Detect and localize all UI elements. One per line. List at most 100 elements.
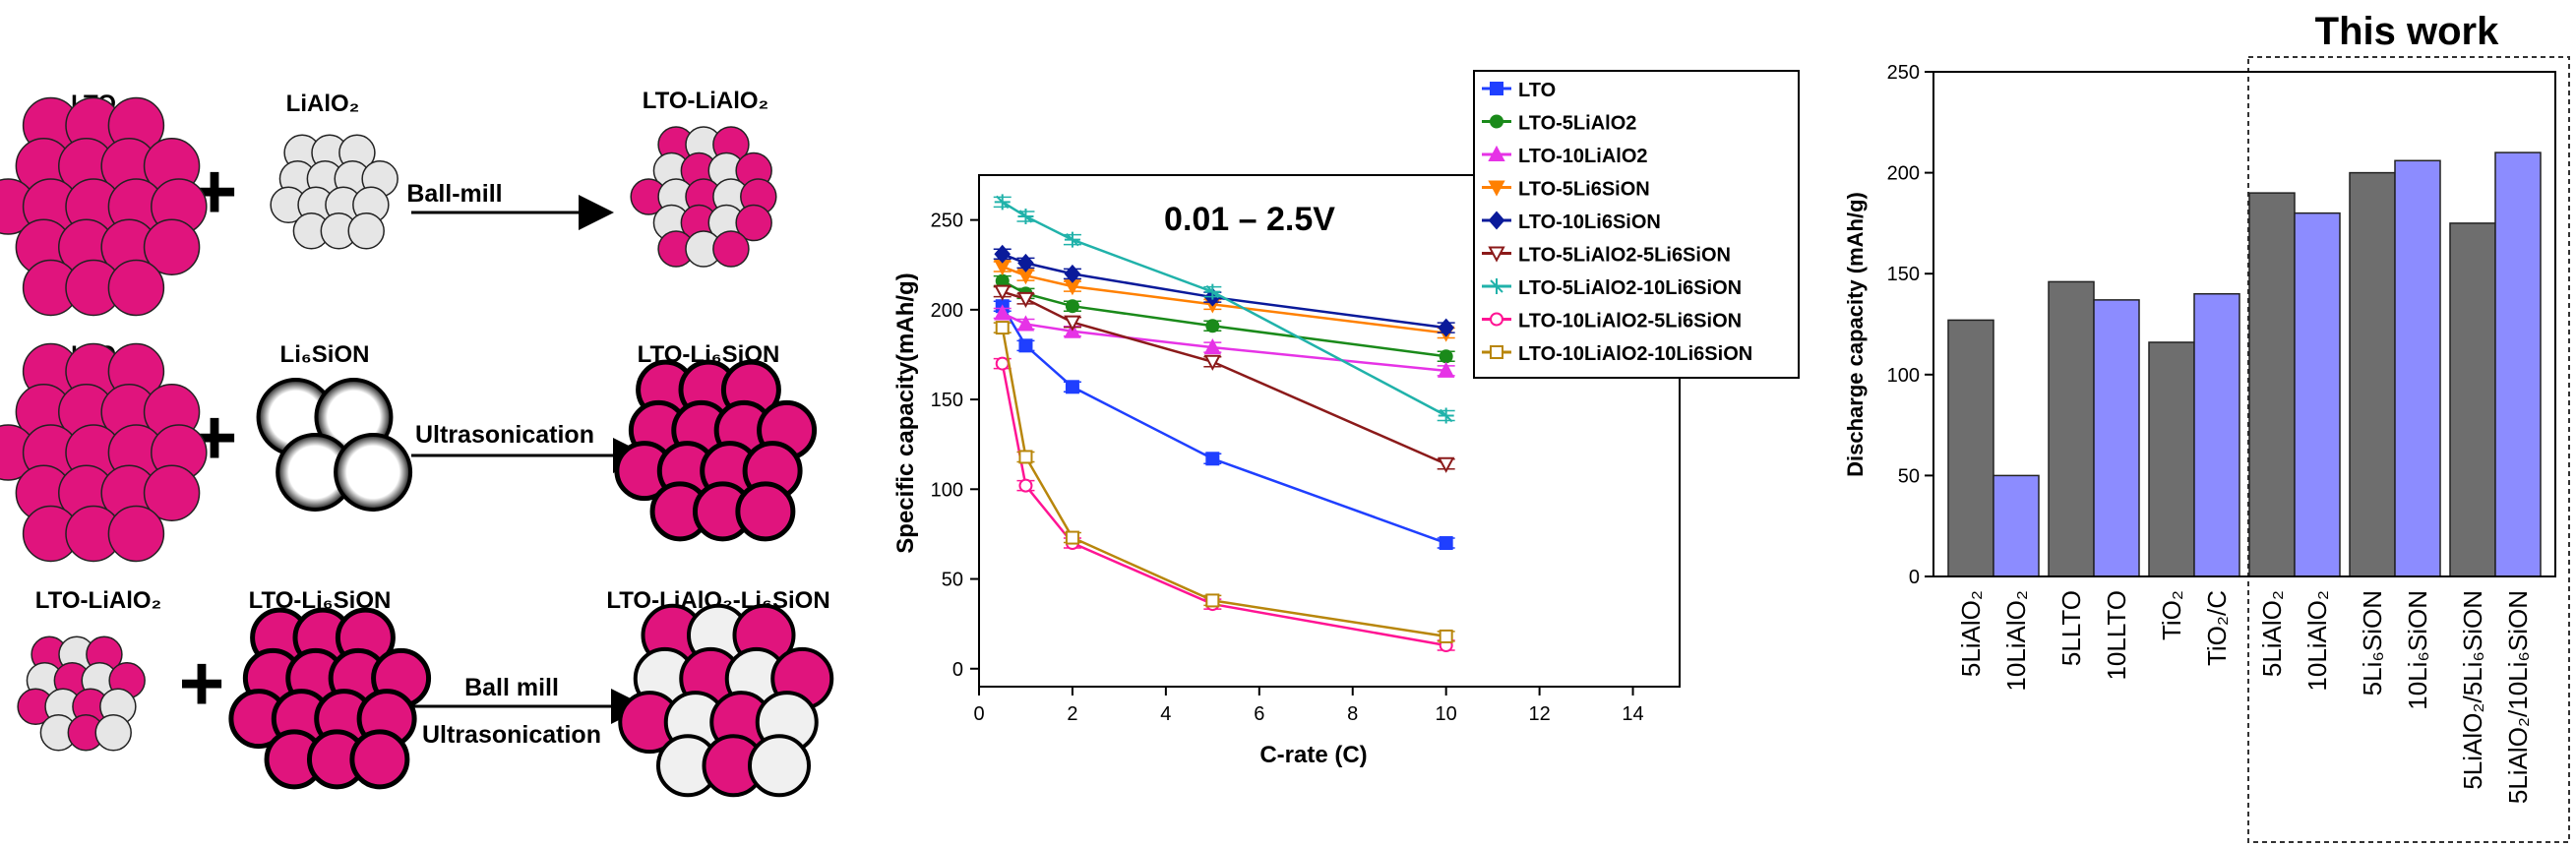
legend-marker (1488, 180, 1505, 197)
row1-process-label: Ball-mill (406, 180, 502, 208)
legend-label: LTO-5LiAlO2 (1518, 113, 1636, 135)
data-point (1205, 593, 1220, 608)
data-point (1438, 318, 1454, 337)
bar-10LiAlO₂ (2294, 212, 2341, 577)
series-LTO-10LiAlO2-5Li6SiON (993, 356, 1455, 653)
row1-right-label: LiAlO₂ (286, 91, 360, 117)
legend-label: LTO-5Li6SiON (1518, 179, 1650, 201)
data-point (1203, 354, 1222, 371)
data-point (1065, 380, 1079, 394)
legend-marker (1489, 278, 1504, 294)
particle (143, 218, 201, 275)
y-tick-label: 200 (1887, 163, 1920, 185)
data-point (1017, 208, 1034, 224)
category-label: TiO₂ (2157, 590, 2186, 640)
y-tick-label: 100 (931, 479, 963, 501)
legend-label: LTO-10LiAlO2-5Li6SiON (1518, 311, 1742, 333)
legend-marker (1488, 211, 1505, 230)
data-point (994, 284, 1012, 301)
bar-chart-bars (1947, 151, 2542, 577)
data-point (1064, 264, 1081, 283)
y-tick-label: 50 (1898, 465, 1920, 487)
bar-chart-title: This work (2315, 10, 2499, 53)
data-point (1018, 338, 1033, 353)
data-point (1018, 478, 1033, 493)
series-line (1001, 327, 1446, 638)
data-point (995, 321, 1010, 335)
lto-li6sion-cluster-row3 (228, 607, 432, 790)
row3-process-label-1: Ball mill (464, 674, 559, 701)
voltage-window-annotation: 0.01 – 2.5V (1164, 201, 1335, 238)
category-label: 5LiAlO₂ (1956, 590, 1986, 677)
legend-label: LTO-10LiAlO2-10Li6SiON (1518, 343, 1752, 365)
row3-process-label-2: Ultrasonication (422, 721, 601, 749)
data-point (1204, 283, 1221, 300)
x-tick-label: 6 (1254, 703, 1264, 725)
bar-5LiAlO₂/5Li₆SiON (2449, 222, 2496, 577)
particle (735, 481, 796, 542)
particle (334, 432, 413, 512)
y-tick-label: 150 (931, 390, 963, 411)
y-tick-label: 150 (1887, 264, 1920, 285)
legend-marker (1490, 345, 1503, 359)
data-point (994, 194, 1011, 211)
data-point (1439, 349, 1453, 364)
data-point (1205, 452, 1220, 466)
particle (349, 729, 410, 790)
data-point (1437, 361, 1455, 378)
category-label: 10Li₆SiON (2403, 590, 2432, 710)
x-tick-label: 4 (1160, 703, 1171, 725)
x-tick-label: 12 (1528, 703, 1550, 725)
data-point (1439, 629, 1453, 643)
bar-chart-ticks: 0 50 100 150 200 250 (1887, 62, 1933, 588)
category-label: 5LLTO (2056, 590, 2086, 666)
line-chart-y-axis-title: Specific capacity(mAh/g) (892, 272, 919, 553)
lto-li6sion-composite (614, 359, 818, 542)
legend-label: LTO-5LiAlO2-5Li6SiON (1518, 245, 1731, 267)
data-point (995, 356, 1010, 371)
lto-particle-cluster-row2 (0, 342, 208, 563)
bar-chart-y-axis-title: Discharge capacity (mAh/g) (1843, 192, 1868, 477)
particle (748, 734, 811, 798)
bar-chart-category-labels: 5LiAlO₂ 10LiAlO₂ 5LLTO 10LLTO TiO₂ TiO₂/C 5LiA… (1956, 590, 2533, 804)
data-point (1065, 530, 1079, 545)
li6sion-shell-cluster (256, 378, 413, 512)
particle (107, 505, 165, 563)
line-chart-legend (1473, 70, 1800, 379)
series-LTO (993, 299, 1455, 551)
data-point (994, 244, 1012, 264)
row2-process-label: Ultrasonication (415, 421, 594, 449)
data-point (1016, 291, 1035, 309)
line-chart-x-axis-title: C-rate (C) (1259, 742, 1367, 768)
discharge-capacity-bar-chart: This work Discharge capacity (mAh/g) 0 50… (1843, 10, 2570, 843)
series-LTO-10LiAlO2-10Li6SiON (993, 321, 1455, 643)
legend-label: LTO (1518, 80, 1556, 101)
capacity-vs-crate-chart: 0.01 – 2.5V C-rate (C) Specific capacity… (892, 70, 1800, 768)
data-point (1018, 450, 1033, 464)
category-label: 10LLTO (2102, 590, 2131, 681)
line-chart-series (993, 194, 1455, 653)
category-label: TiO₂/C (2202, 590, 2232, 666)
bar-5LiAlO₂ (1947, 319, 1994, 577)
series-LTO-5LiAlO2-10Li6SiON (993, 194, 1455, 424)
line-chart-legend-entries: LTO LTO-5LiAlO2 LTO-10LiAlO2 LTO-5Li6SiON LT… (1482, 80, 1752, 365)
particle (735, 204, 772, 242)
bar-5LLTO (2048, 280, 2095, 577)
legend-marker (1488, 246, 1505, 263)
lto-liaio2-composite (630, 126, 777, 268)
data-point (1065, 299, 1079, 314)
category-label: 5LiAlO₂ (2257, 590, 2287, 677)
legend-marker (1490, 114, 1503, 129)
x-tick-label: 10 (1436, 703, 1457, 725)
lto-liaio2-cluster-row3 (17, 635, 146, 752)
row3-left-label: LTO-LiAlO₂ (35, 587, 161, 614)
liaio2-particle-cluster (270, 134, 399, 250)
bar-chart-plot-frame (1932, 71, 2556, 577)
lto-liaio2-li6sion-composite (618, 603, 834, 798)
category-label: 5LiAlO₂/5Li₆SiON (2458, 590, 2487, 790)
particle-illustrations (0, 96, 834, 798)
data-point (994, 304, 1012, 321)
data-point (1437, 456, 1455, 473)
series-line (1001, 305, 1447, 545)
y-tick-label: 250 (931, 211, 963, 232)
